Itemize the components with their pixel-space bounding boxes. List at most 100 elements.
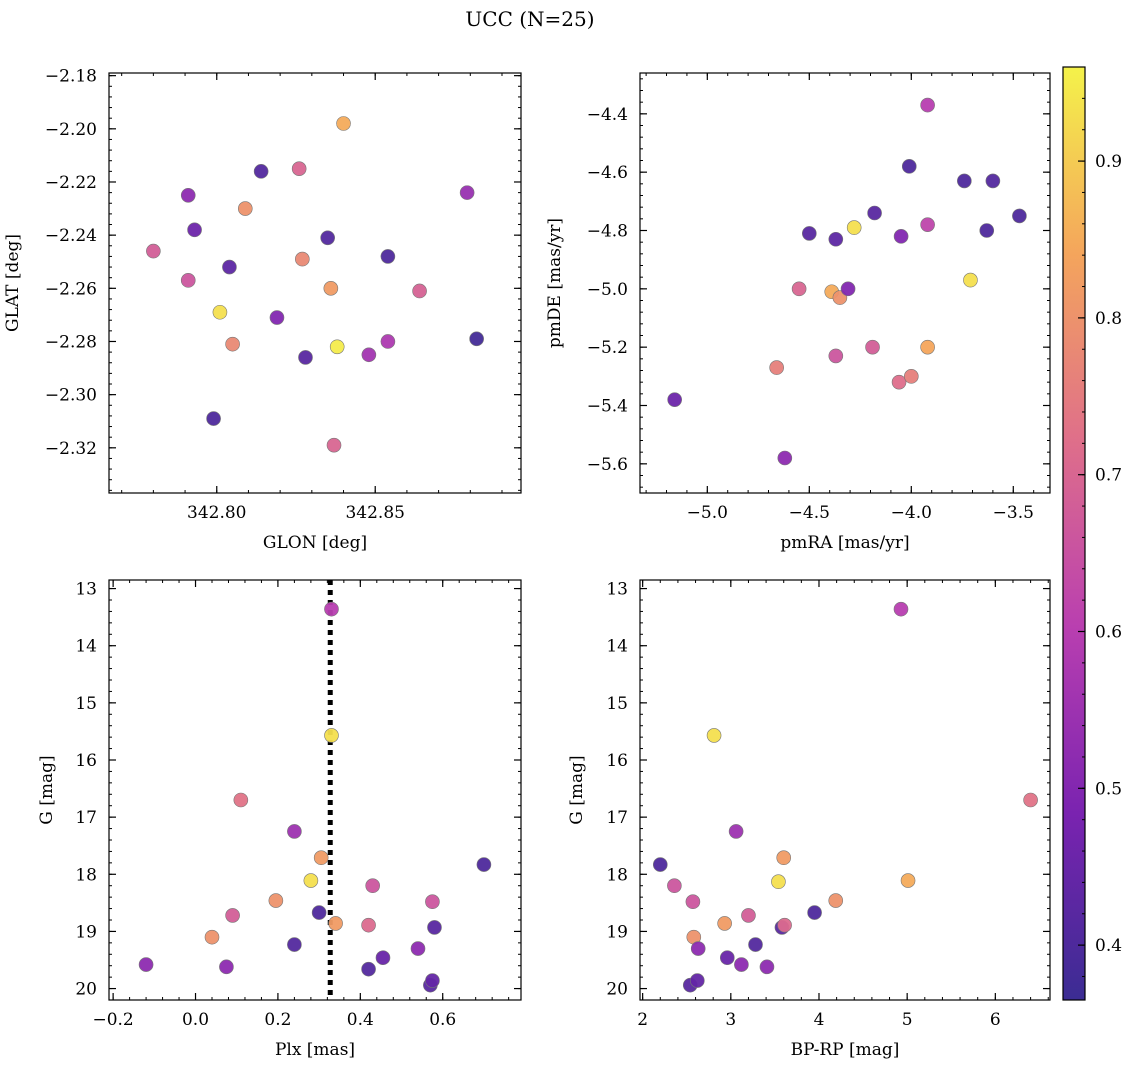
y-tick-label: 17 — [75, 808, 97, 828]
x-tick-label: −4.5 — [789, 503, 830, 523]
panel-pmra-pmde: −5.0 −4.5 −4.0 −3.5 −5.6 −5.4 −5.2 −5.0 −4.8 −4.6… — [545, 72, 1051, 553]
y-tick-label: −2.28 — [45, 332, 97, 352]
data-point — [212, 304, 228, 320]
data-point — [233, 792, 249, 808]
y-tick-label: 14 — [75, 637, 97, 657]
data-point — [361, 347, 377, 363]
x-tick-label: 0.0 — [182, 1010, 209, 1030]
y-tick-label: 14 — [606, 637, 628, 657]
y-tick-label: −2.18 — [45, 67, 97, 87]
data-point — [380, 334, 396, 349]
data-point — [846, 220, 862, 235]
y-tick-label: 15 — [75, 694, 97, 714]
scatter-points — [652, 601, 1038, 993]
data-point — [667, 392, 682, 407]
data-point — [375, 950, 391, 966]
data-point — [204, 929, 220, 945]
data-point — [667, 878, 682, 894]
plot-frame — [639, 72, 1051, 494]
colorbar-tick-label: 0.8 — [1095, 309, 1122, 329]
y-tick-label: −2.20 — [45, 120, 97, 140]
data-point — [287, 824, 302, 839]
data-point — [425, 973, 440, 988]
data-point — [295, 251, 310, 267]
data-point — [225, 336, 240, 352]
data-point — [769, 360, 784, 375]
x-tick-label: −3.5 — [993, 503, 1034, 523]
data-point — [237, 201, 253, 216]
data-point — [791, 281, 807, 297]
panel-glon-glat: 342.80 342.85 −2.32 −2.30 −2.28 −2.26 −2.24 −2.… — [3, 67, 522, 553]
data-point — [893, 229, 909, 244]
y-axis-label: G [mag] — [37, 755, 57, 824]
data-point — [427, 920, 442, 935]
data-point — [690, 973, 705, 988]
data-point — [268, 893, 284, 908]
data-point — [963, 272, 978, 288]
x-axis-label: BP-RP [mag] — [791, 1040, 900, 1060]
data-point — [652, 857, 668, 872]
data-point — [187, 222, 202, 238]
data-point — [903, 369, 919, 384]
y-tick-label: 16 — [75, 751, 97, 771]
colorbar-tick-label: 0.7 — [1095, 466, 1122, 486]
panel-bprp-g: 2 3 4 5 6 13 14 15 16 17 18 19 20 BP-RP [mag] G [mag] — [567, 579, 1051, 1060]
data-point — [412, 283, 427, 299]
data-point — [734, 957, 749, 972]
data-point — [891, 374, 907, 390]
x-tick-label: 5 — [902, 1010, 913, 1030]
scatter-points — [667, 97, 1027, 466]
data-point — [920, 217, 935, 232]
data-point — [365, 878, 380, 894]
y-axis-label: GLAT [deg] — [3, 234, 23, 332]
data-point — [253, 164, 269, 179]
data-point — [867, 205, 882, 221]
x-axis-label: Plx [mas] — [275, 1040, 355, 1060]
data-point — [313, 850, 329, 866]
y-tick-label: −4.6 — [587, 163, 628, 183]
x-tick-label: 3 — [725, 1010, 736, 1030]
y-tick-label: −4.8 — [587, 222, 628, 242]
data-point — [759, 959, 775, 975]
data-point — [476, 857, 492, 872]
data-point — [225, 908, 240, 923]
data-point — [900, 873, 916, 888]
y-tick-label: 17 — [606, 808, 628, 828]
y-tick-label: 18 — [606, 865, 628, 885]
x-tick-label: 2 — [637, 1010, 648, 1030]
data-point — [311, 905, 327, 920]
data-point — [180, 187, 196, 203]
x-tick-label: 0.4 — [347, 1010, 374, 1030]
y-axis-label: pmDE [mas/yr] — [545, 218, 565, 348]
data-point — [320, 230, 335, 246]
y-tick-label: 19 — [606, 922, 628, 942]
data-point — [324, 728, 339, 743]
x-tick-label: 0.6 — [429, 1010, 456, 1030]
x-tick-label: 6 — [990, 1010, 1001, 1030]
x-tick-label: 342.85 — [345, 503, 404, 523]
data-point — [719, 950, 735, 966]
data-point — [985, 173, 1001, 189]
data-point — [777, 450, 793, 466]
data-point — [828, 231, 844, 247]
plot-frame — [108, 579, 522, 1001]
data-point — [361, 917, 376, 933]
y-tick-label: −5.4 — [587, 397, 628, 417]
x-tick-label: −4.0 — [891, 503, 932, 523]
data-point — [410, 941, 426, 956]
x-tick-label: 0.2 — [264, 1010, 291, 1030]
y-tick-label: 13 — [75, 580, 97, 600]
y-tick-label: 15 — [606, 694, 628, 714]
plot-frame — [639, 579, 1051, 1001]
data-point — [222, 259, 237, 275]
data-point — [828, 348, 844, 364]
data-point — [893, 601, 909, 617]
data-point — [690, 941, 706, 956]
scatter-points — [146, 116, 484, 453]
y-tick-label: 18 — [75, 865, 97, 885]
data-point — [336, 116, 351, 131]
y-tick-label: 19 — [75, 922, 97, 942]
panel-plx-g: −0.2 0.0 0.2 0.4 0.6 13 14 15 16 17 18 19 20 Plx [mas… — [37, 579, 522, 1060]
data-point — [329, 339, 345, 355]
data-point — [469, 331, 484, 347]
